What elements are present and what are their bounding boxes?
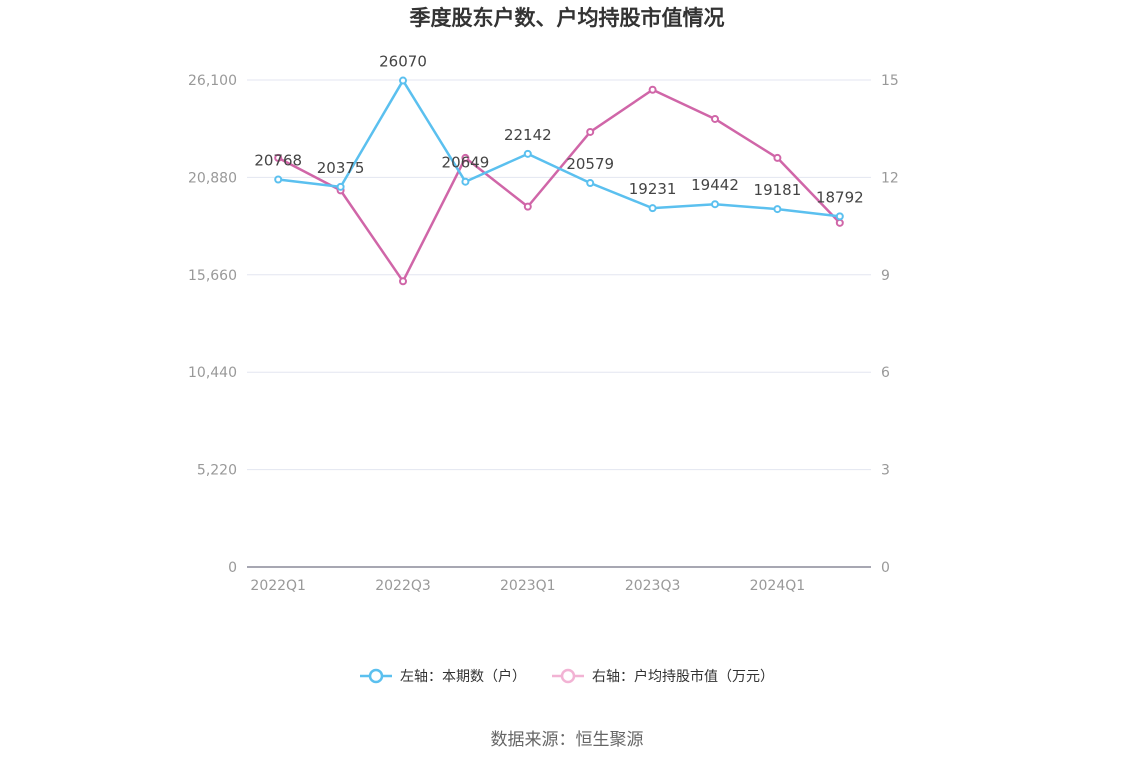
series-line-left <box>276 79 842 218</box>
legend-item-left[interactable]: 左轴：本期数（户） <box>360 668 526 685</box>
label-layer: 20768 20375 26070 20649 22142 20579 19231 19442… <box>254 53 863 207</box>
data-label: 20649 <box>442 154 490 172</box>
x-tick-label: 2023Q1 <box>500 578 556 594</box>
data-point-right <box>586 127 595 136</box>
y-left-tick-label: 15,660 <box>188 268 237 284</box>
data-label: 20579 <box>566 155 614 173</box>
data-point-left <box>274 175 283 184</box>
data-point-right <box>274 153 283 162</box>
data-point-right <box>711 114 719 123</box>
legend-label: 左轴：本期数（户） <box>400 668 526 685</box>
y-left-tick-label: 0 <box>228 560 237 576</box>
source-note: 数据来源：恒生聚源 <box>490 730 644 750</box>
x-tick-label: 2022Q3 <box>375 578 431 594</box>
data-label: 20768 <box>254 151 302 169</box>
y-left-tick-label: 26,100 <box>188 73 237 89</box>
y-right-tick-label: 6 <box>881 365 890 381</box>
legend-item-right[interactable]: 右轴：户均持股市值（万元） <box>552 668 774 685</box>
legend-marker-icon <box>560 668 576 684</box>
data-point-left <box>336 182 345 191</box>
data-label: 22142 <box>504 126 552 144</box>
y-right-tick-label: 15 <box>881 73 899 89</box>
data-point-right <box>523 202 532 211</box>
x-tick-label: 2022Q1 <box>250 578 306 594</box>
grid-layer <box>247 79 871 471</box>
data-point-left <box>523 149 532 158</box>
data-point-left <box>461 177 470 186</box>
y-left-tick-label: 20,880 <box>188 170 237 186</box>
x-tick-label: 2023Q3 <box>625 578 681 594</box>
axis-layer: 0 5,220 10,440 15,660 20,880 26,100 0 3 6 9 12 15 20… <box>188 73 899 594</box>
data-point-left <box>835 212 844 221</box>
data-label: 19442 <box>691 176 739 194</box>
data-label: 18792 <box>816 188 864 206</box>
chart-title: 季度股东户数、户均持股市值情况 <box>409 6 725 30</box>
y-right-tick-label: 3 <box>881 463 890 479</box>
y-right-tick-label: 12 <box>881 170 899 186</box>
x-tick-label: 2024Q1 <box>750 578 806 594</box>
data-point-right <box>835 218 844 227</box>
data-label: 20375 <box>317 159 365 177</box>
data-point-left <box>399 76 407 85</box>
data-point-left <box>648 204 657 213</box>
y-left-tick-label: 10,440 <box>188 365 237 381</box>
data-point-left <box>711 200 719 209</box>
y-right-tick-label: 0 <box>881 560 890 576</box>
data-label: 19231 <box>629 180 677 198</box>
data-label: 19181 <box>754 181 802 199</box>
legend[interactable]: 左轴：本期数（户） 右轴：户均持股市值（万元） <box>360 668 774 685</box>
data-point-right <box>773 153 782 162</box>
data-point-right <box>648 85 657 94</box>
legend-label: 右轴：户均持股市值（万元） <box>592 668 774 685</box>
data-label: 26070 <box>379 53 427 71</box>
data-point-left <box>773 205 782 214</box>
data-point-right <box>461 153 470 162</box>
y-left-tick-label: 5,220 <box>197 463 237 479</box>
data-point-left <box>586 179 595 188</box>
y-right-tick-label: 9 <box>881 268 890 284</box>
legend-marker-icon <box>368 668 384 684</box>
series-layer <box>274 76 844 286</box>
data-point-right <box>399 277 407 286</box>
